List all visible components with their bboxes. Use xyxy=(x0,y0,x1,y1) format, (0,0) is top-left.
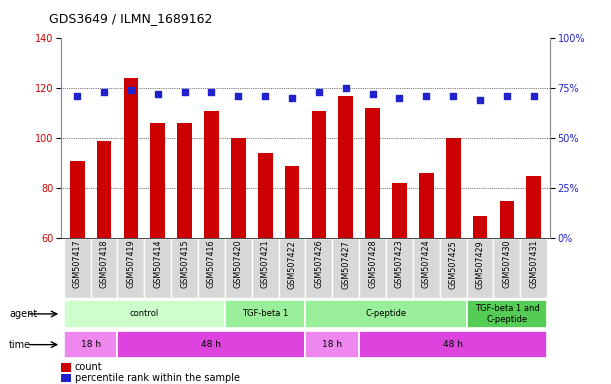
Bar xyxy=(117,331,306,359)
Text: GSM507416: GSM507416 xyxy=(207,240,216,288)
Bar xyxy=(392,183,407,384)
Text: agent: agent xyxy=(9,309,37,319)
Text: 48 h: 48 h xyxy=(202,340,222,349)
Bar xyxy=(467,300,547,328)
Point xyxy=(180,89,189,95)
Bar xyxy=(90,238,117,298)
Bar xyxy=(312,111,326,384)
Text: percentile rank within the sample: percentile rank within the sample xyxy=(75,373,240,383)
Text: GSM507429: GSM507429 xyxy=(475,240,485,289)
Text: time: time xyxy=(9,339,31,350)
Text: GSM507427: GSM507427 xyxy=(342,240,350,289)
Bar xyxy=(306,300,467,328)
Bar xyxy=(285,166,299,384)
Text: 18 h: 18 h xyxy=(81,340,101,349)
Bar xyxy=(64,238,90,298)
Bar xyxy=(117,238,144,298)
Text: GSM507421: GSM507421 xyxy=(261,240,269,288)
Text: GSM507424: GSM507424 xyxy=(422,240,431,288)
Bar xyxy=(332,238,359,298)
Bar xyxy=(64,331,117,359)
Point xyxy=(475,97,485,103)
Bar xyxy=(521,238,547,298)
Bar xyxy=(446,138,461,384)
Text: GSM507428: GSM507428 xyxy=(368,240,377,288)
Point xyxy=(368,91,378,98)
Bar xyxy=(500,200,514,384)
Text: C-peptide: C-peptide xyxy=(365,310,407,318)
Bar xyxy=(252,238,279,298)
Bar xyxy=(413,238,440,298)
Point xyxy=(287,95,297,101)
Bar xyxy=(225,238,252,298)
Text: control: control xyxy=(130,310,159,318)
Point xyxy=(314,89,324,95)
Text: TGF-beta 1 and
C-peptide: TGF-beta 1 and C-peptide xyxy=(475,304,540,324)
Text: TGF-beta 1: TGF-beta 1 xyxy=(242,310,288,318)
Point xyxy=(502,93,512,99)
Text: GSM507420: GSM507420 xyxy=(234,240,243,288)
Bar xyxy=(279,238,306,298)
Bar xyxy=(527,175,541,384)
Bar xyxy=(123,78,138,384)
Point xyxy=(233,93,243,99)
Text: GSM507414: GSM507414 xyxy=(153,240,163,288)
Text: count: count xyxy=(75,362,102,372)
Point xyxy=(529,93,539,99)
Text: GSM507431: GSM507431 xyxy=(529,240,538,288)
Point xyxy=(72,93,82,99)
Point xyxy=(126,87,136,93)
Bar xyxy=(171,238,198,298)
Bar xyxy=(306,238,332,298)
Bar xyxy=(204,111,219,384)
Point xyxy=(207,89,216,95)
Bar xyxy=(473,215,488,384)
Bar xyxy=(440,238,467,298)
Text: 18 h: 18 h xyxy=(322,340,342,349)
Text: GSM507425: GSM507425 xyxy=(448,240,458,289)
Bar xyxy=(365,108,380,384)
Bar xyxy=(359,331,547,359)
Bar xyxy=(467,238,494,298)
Bar xyxy=(150,123,165,384)
Point xyxy=(422,93,431,99)
Point xyxy=(395,95,404,101)
Bar xyxy=(359,238,386,298)
Text: GSM507415: GSM507415 xyxy=(180,240,189,288)
Bar xyxy=(70,161,84,384)
Point xyxy=(260,93,270,99)
Text: 48 h: 48 h xyxy=(443,340,463,349)
Text: GSM507422: GSM507422 xyxy=(288,240,296,289)
Point xyxy=(341,85,351,91)
Bar xyxy=(198,238,225,298)
Bar xyxy=(258,153,273,384)
Bar xyxy=(494,238,521,298)
Point xyxy=(448,93,458,99)
Bar xyxy=(338,96,353,384)
Bar xyxy=(97,141,111,384)
Text: GSM507418: GSM507418 xyxy=(100,240,109,288)
Point xyxy=(153,91,163,98)
Bar xyxy=(177,123,192,384)
Text: GSM507419: GSM507419 xyxy=(126,240,136,288)
Text: GDS3649 / ILMN_1689162: GDS3649 / ILMN_1689162 xyxy=(49,12,212,25)
Bar xyxy=(306,331,359,359)
Text: GSM507417: GSM507417 xyxy=(73,240,82,288)
Bar xyxy=(144,238,171,298)
Text: GSM507430: GSM507430 xyxy=(502,240,511,288)
Bar xyxy=(419,173,434,384)
Bar xyxy=(225,300,306,328)
Text: GSM507423: GSM507423 xyxy=(395,240,404,288)
Point xyxy=(99,89,109,95)
Bar xyxy=(231,138,246,384)
Bar xyxy=(386,238,413,298)
Text: GSM507426: GSM507426 xyxy=(315,240,323,288)
Bar xyxy=(64,300,225,328)
